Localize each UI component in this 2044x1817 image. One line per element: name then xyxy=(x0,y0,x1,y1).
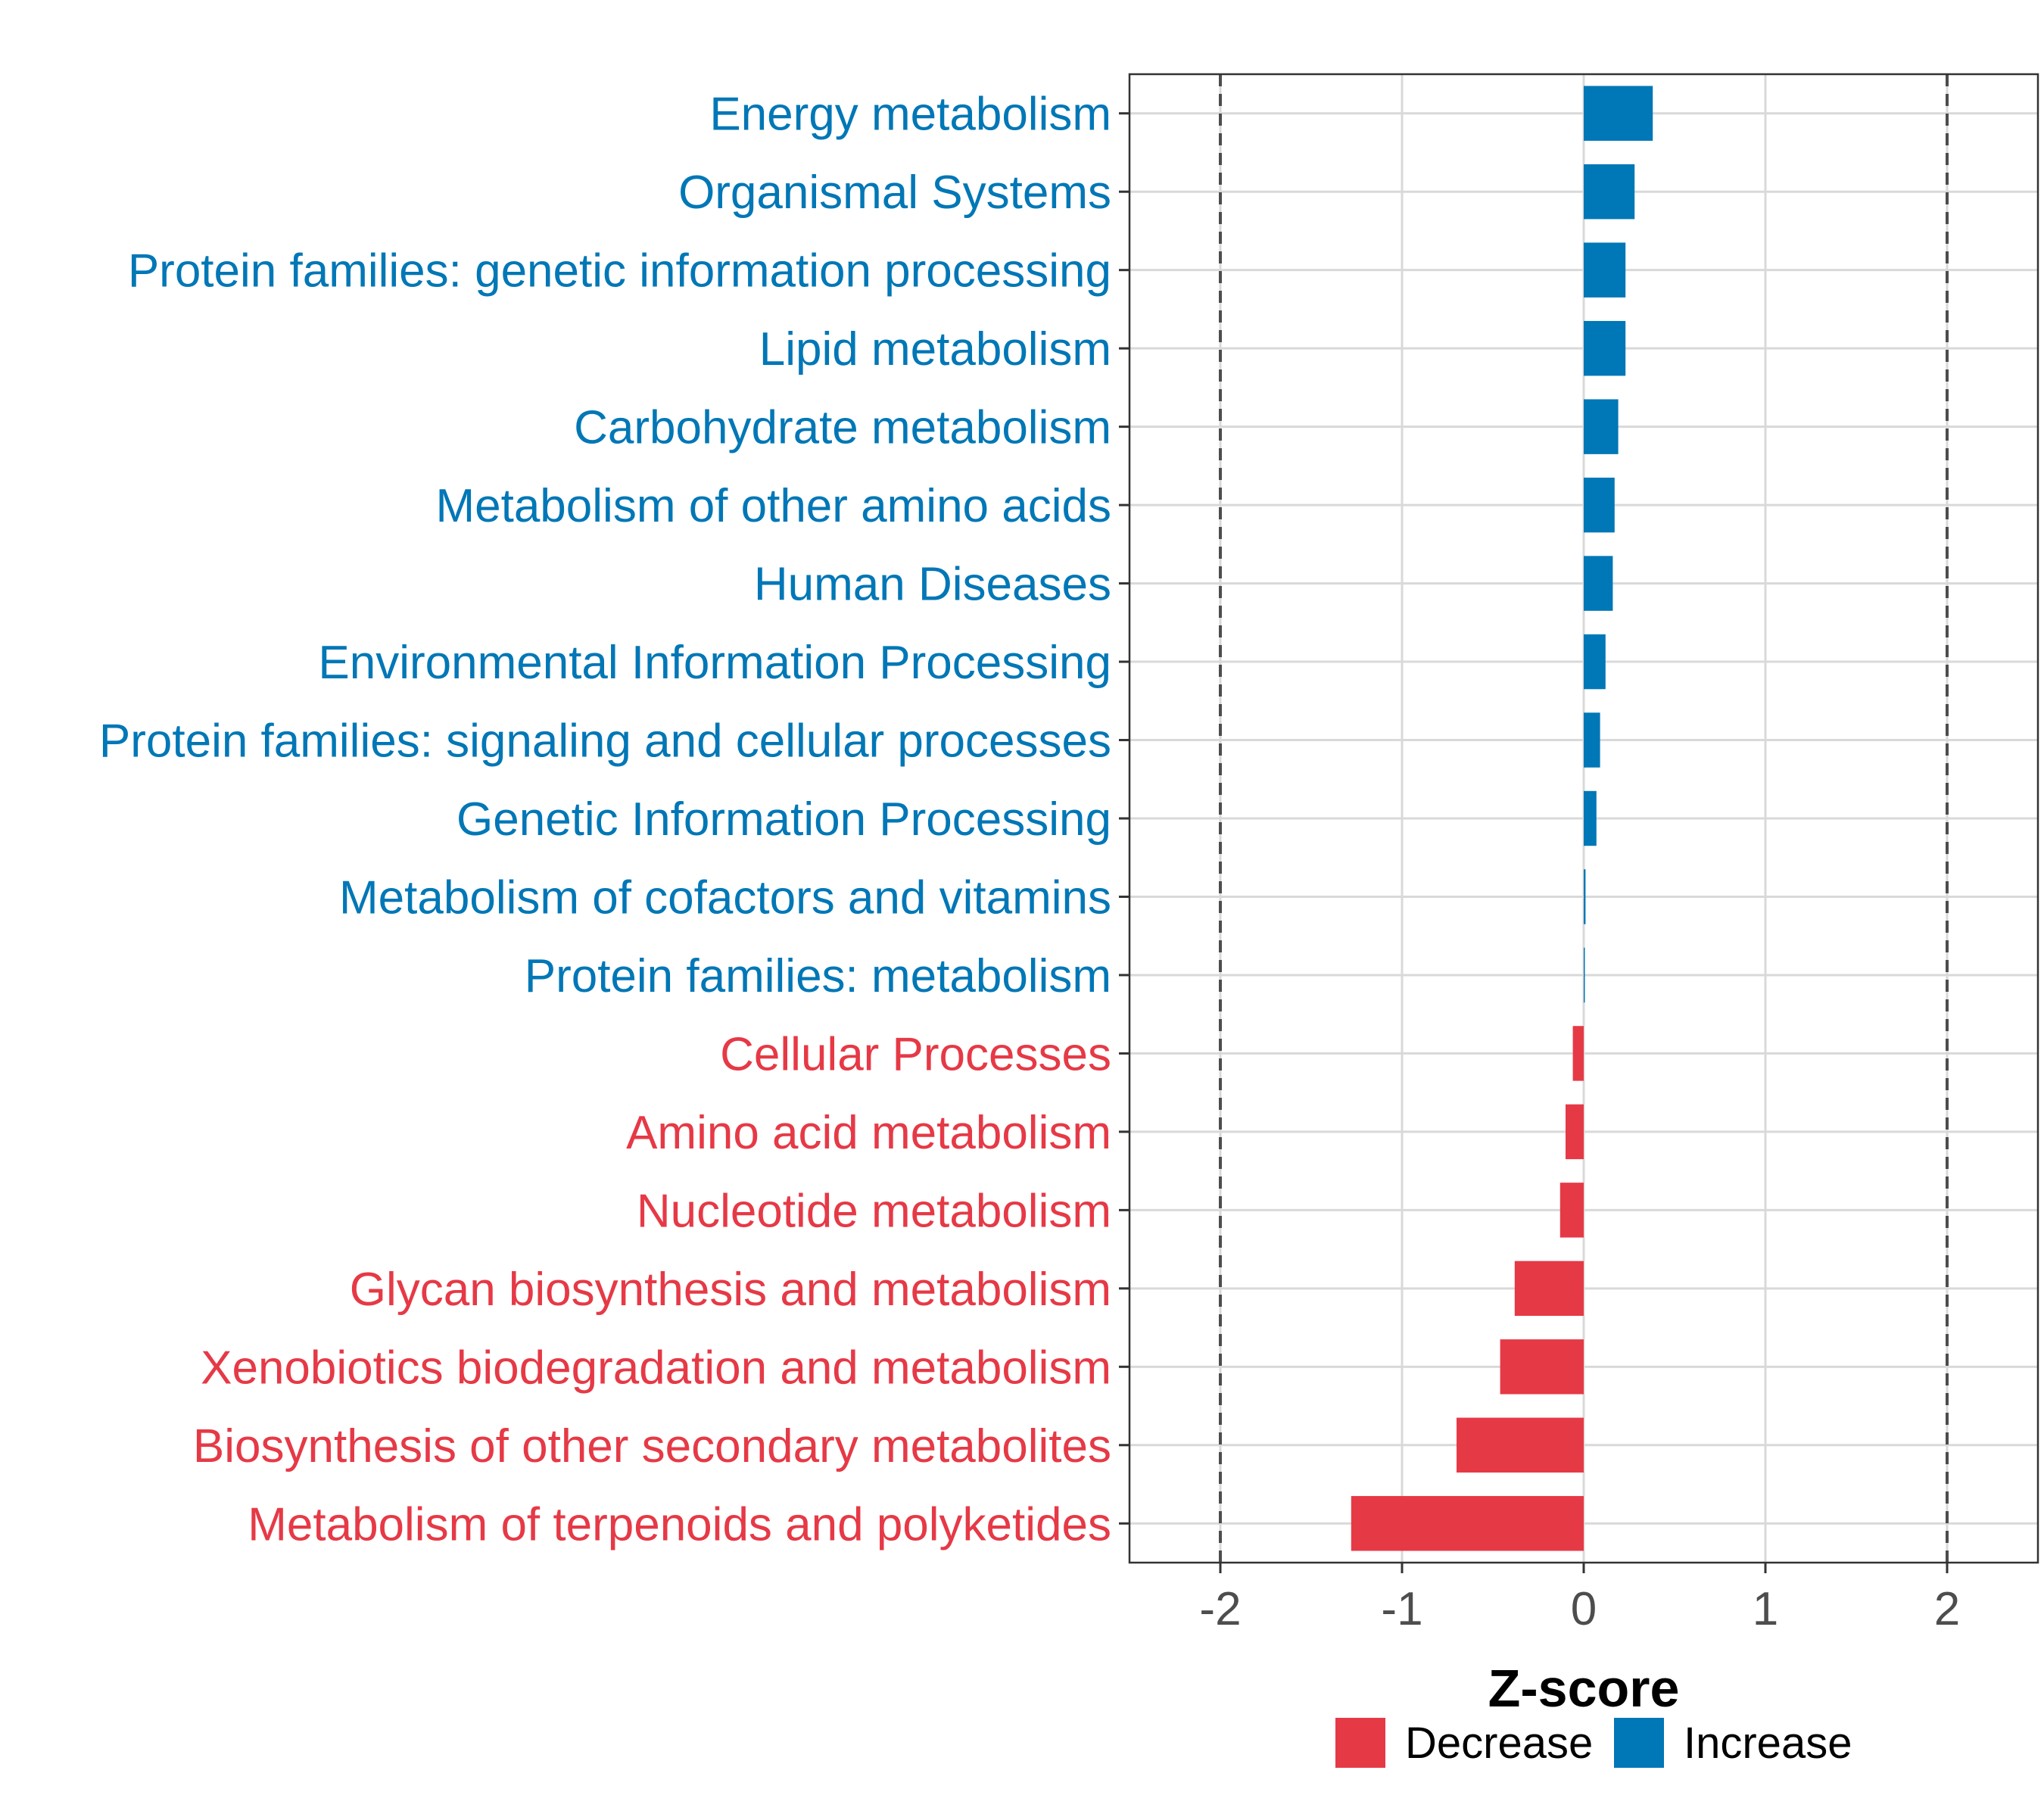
category-label: Genetic Information Processing xyxy=(456,793,1111,846)
legend-key-decrease xyxy=(1335,1718,1385,1768)
category-label: Protein families: genetic information pr… xyxy=(128,245,1111,298)
x-tick-label: 0 xyxy=(1571,1583,1597,1635)
bar xyxy=(1584,477,1615,533)
bar xyxy=(1572,1026,1584,1081)
bar xyxy=(1584,399,1619,454)
category-label: Amino acid metabolism xyxy=(626,1107,1111,1159)
category-label: Carbohydrate metabolism xyxy=(574,402,1111,454)
bar xyxy=(1584,320,1626,376)
bar xyxy=(1584,86,1653,141)
bar xyxy=(1584,947,1585,1003)
category-label: Metabolism of terpenoids and polyketides xyxy=(248,1498,1111,1551)
y-axis-ticks xyxy=(1119,112,1129,1525)
category-label: Nucleotide metabolism xyxy=(637,1185,1111,1237)
category-labels: Energy metabolism Organismal Systems Prote… xyxy=(99,89,1111,1551)
bar xyxy=(1457,1417,1584,1473)
reference-lines xyxy=(1219,74,1949,1563)
bar xyxy=(1584,164,1635,220)
x-tick-label: 1 xyxy=(1753,1583,1778,1635)
category-label: Protein families: signaling and cellular… xyxy=(99,715,1111,768)
bar xyxy=(1584,869,1586,924)
category-label: Glycan biosynthesis and metabolism xyxy=(350,1264,1111,1316)
category-label: Metabolism of other amino acids xyxy=(435,480,1111,532)
bar xyxy=(1584,242,1626,298)
category-label: Environmental Information Processing xyxy=(318,637,1111,689)
x-tick-label: -1 xyxy=(1381,1583,1422,1635)
legend-label-decrease: Decrease xyxy=(1405,1719,1593,1768)
category-label: Protein families: metabolism xyxy=(525,950,1111,1002)
category-label: Human Diseases xyxy=(754,559,1111,611)
x-axis-ticks: -2 -1 0 1 2 xyxy=(1199,1563,1960,1635)
category-label: Lipid metabolism xyxy=(759,323,1111,376)
legend: Decrease Increase xyxy=(1335,1718,1852,1768)
bar xyxy=(1559,1183,1584,1238)
category-label: Metabolism of cofactors and vitamins xyxy=(339,871,1111,924)
legend-key-increase xyxy=(1614,1718,1664,1768)
category-label: Energy metabolism xyxy=(709,89,1111,141)
bar xyxy=(1351,1496,1584,1551)
category-label: Organismal Systems xyxy=(678,167,1111,219)
category-label: Xenobiotics biodegradation and metabolis… xyxy=(201,1342,1111,1394)
category-label: Cellular Processes xyxy=(720,1028,1111,1080)
bar xyxy=(1584,790,1597,846)
x-tick-label: -2 xyxy=(1199,1583,1241,1635)
bar xyxy=(1584,712,1600,768)
bar xyxy=(1514,1261,1584,1317)
bar xyxy=(1584,556,1613,611)
x-tick-label: 2 xyxy=(1934,1583,1960,1635)
legend-label-increase: Increase xyxy=(1684,1719,1852,1768)
bar xyxy=(1500,1339,1584,1395)
bar xyxy=(1584,634,1606,690)
bars xyxy=(1351,86,1653,1551)
bar xyxy=(1566,1104,1584,1160)
category-label: Biosynthesis of other secondary metaboli… xyxy=(193,1420,1111,1473)
x-axis-title: Z-score xyxy=(1488,1659,1680,1718)
